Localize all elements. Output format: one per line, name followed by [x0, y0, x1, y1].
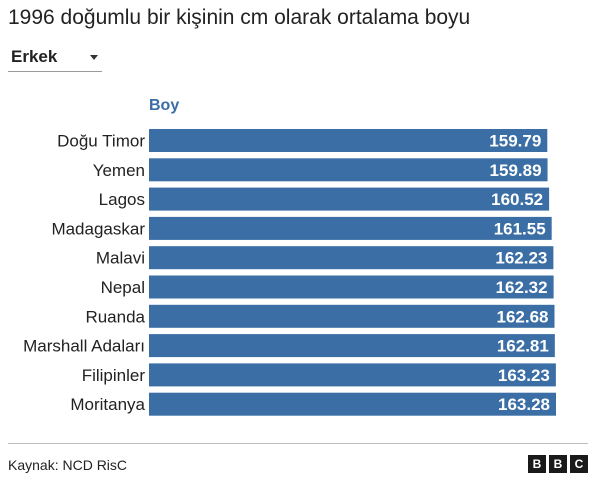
- category-label: Madagaskar: [51, 219, 145, 238]
- bar-chart: Boy Doğu Timor 159.79 Yemen 159.89 Lagos 160.5…: [23, 97, 556, 416]
- bar: [149, 304, 555, 328]
- data-label: 162.32: [496, 278, 548, 297]
- bar: [149, 246, 554, 270]
- bbc-logo: B B C: [528, 455, 588, 473]
- data-label: 163.28: [498, 395, 550, 414]
- bar: [149, 158, 548, 182]
- series-label: Boy: [149, 97, 179, 114]
- bar: [149, 129, 548, 152]
- source-note: Kaynak: NCD RisC: [8, 457, 128, 473]
- category-label: Ruanda: [85, 307, 145, 326]
- chevron-down-icon: [90, 55, 98, 60]
- bar: [149, 275, 554, 299]
- bar: [149, 216, 552, 240]
- bar: [149, 334, 555, 358]
- category-label: Doğu Timor: [57, 132, 145, 151]
- footer-divider: [8, 443, 588, 444]
- gender-dropdown[interactable]: Erkek: [8, 44, 102, 72]
- category-label: Marshall Adaları: [23, 337, 145, 356]
- category-label: Filipinler: [82, 366, 146, 385]
- data-label: 161.55: [494, 219, 546, 238]
- category-label: Moritanya: [70, 395, 145, 414]
- category-label: Lagos: [99, 190, 145, 209]
- data-label: 160.52: [491, 190, 543, 209]
- bar: [149, 187, 550, 211]
- data-label: 162.81: [497, 337, 549, 356]
- logo-letter: B: [549, 455, 567, 473]
- logo-letter: C: [570, 455, 588, 473]
- bar: [149, 363, 556, 387]
- gender-dropdown-value: Erkek: [11, 47, 58, 66]
- logo-letter: B: [528, 455, 546, 473]
- category-label: Nepal: [101, 278, 145, 297]
- data-label: 162.68: [497, 307, 549, 326]
- data-label: 159.89: [490, 161, 542, 180]
- data-label: 162.23: [495, 249, 547, 268]
- data-label: 163.23: [498, 366, 550, 385]
- category-label: Yemen: [93, 161, 145, 180]
- data-label: 159.79: [489, 132, 541, 151]
- bar: [149, 392, 556, 416]
- category-label: Malavi: [96, 249, 145, 268]
- chart-title: 1996 doğumlu bir kişinin cm olarak ortal…: [8, 6, 471, 29]
